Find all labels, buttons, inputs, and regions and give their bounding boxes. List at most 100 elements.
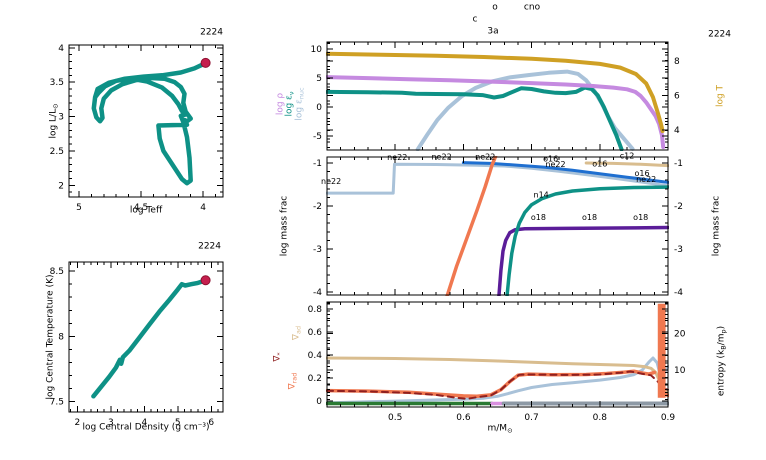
y-tick-label: 2.5 xyxy=(50,147,64,157)
y-tick-label: 0 xyxy=(316,397,322,407)
gradient_profile-axes: 0.5 0.6 0.7 0.8 0.9 0.8 0.6 0.4 0.2 0 20 10 xyxy=(308,301,686,423)
isotope-label: ne22 xyxy=(545,160,565,169)
x-tick-label: 4 xyxy=(200,203,206,213)
gradient_profile xyxy=(326,303,669,406)
hr-track xyxy=(91,60,208,186)
isotope-label: o18 xyxy=(633,213,648,222)
abund-yaxis-label-right: log mass frac xyxy=(711,195,722,257)
y-tick-label: 3 xyxy=(58,113,64,123)
log-rho xyxy=(326,75,666,150)
isotope-label: o18 xyxy=(531,213,546,222)
entropy-axis-label: entropy (kB/mp) xyxy=(716,325,728,397)
y-tick-label-right: -3 xyxy=(674,245,683,255)
right-tick-label: 6 xyxy=(674,92,680,102)
c12 xyxy=(584,161,669,168)
trho-track xyxy=(91,278,208,399)
isotope-label: n14 xyxy=(534,190,549,199)
x-tick-label: 0.7 xyxy=(524,413,538,423)
hr-model-number: 2224 xyxy=(200,27,223,38)
y-tick-label: 3.5 xyxy=(50,78,64,88)
isotope-label: ne22 xyxy=(321,177,341,186)
isotope-label: o16 xyxy=(543,155,558,164)
y-tick-label: 0.6 xyxy=(308,328,323,338)
power-epsnuc-label: log εnuc xyxy=(294,87,306,121)
y-tick-label: -3 xyxy=(313,245,322,255)
he4 xyxy=(445,156,498,296)
current-model-marker xyxy=(200,57,211,68)
isotope-label: o18 xyxy=(582,213,597,222)
y-tick-label-right: -4 xyxy=(674,288,683,298)
o18 xyxy=(497,225,669,296)
power-logT-label: log T xyxy=(715,84,726,108)
ne22 xyxy=(326,162,669,195)
grad-star-label: ∇* xyxy=(272,352,284,362)
log-eps-nu xyxy=(326,85,624,151)
hr-xaxis-label: log Teff xyxy=(129,205,163,216)
trho-yaxis-label: log Central Temperature (K) xyxy=(45,274,56,400)
log-T xyxy=(326,51,665,133)
right-tick-label: 10 xyxy=(674,366,686,376)
burn-label-3a: 3a xyxy=(487,26,499,37)
y-tick-label: -1 xyxy=(313,159,322,169)
grad-ad-label: ∇ad xyxy=(291,325,303,341)
y-tick-label: 8.5 xyxy=(50,267,64,277)
power_profile-axes: 10 5 0 -5 8 6 4 xyxy=(311,41,680,151)
central_trho xyxy=(91,278,208,399)
y-tick-label: -2 xyxy=(313,202,322,212)
y-tick-label-right: -2 xyxy=(674,202,683,212)
grad-star xyxy=(326,370,669,400)
right-tick-label: 8 xyxy=(674,57,680,67)
y-tick-label: 10 xyxy=(311,45,323,55)
x-tick-label: 6 xyxy=(208,418,214,428)
x-tick-label: 5 xyxy=(76,203,82,213)
x-tick-label: 0.8 xyxy=(593,413,608,423)
grad-rad-spike xyxy=(657,303,666,398)
isotope-label: o16 xyxy=(592,159,607,168)
isotope-label: ne22 xyxy=(475,153,495,162)
x-tick-label: 2 xyxy=(75,418,81,428)
n14 xyxy=(505,185,669,296)
abundance_profile-axes: -1 -2 -3 -4 -1 -2 -3 -4 xyxy=(313,156,683,298)
hr_diagram-axes: 5 4.5 4 2 2.5 3 3.5 4 xyxy=(50,44,224,213)
isotope-label: c12 xyxy=(620,152,635,161)
x-tick-label: 3 xyxy=(108,418,114,428)
abundance_profile xyxy=(326,156,669,296)
y-tick-label: -5 xyxy=(313,132,322,142)
central_trho-axes: 2 3 4 5 6 7.5 8 8.5 xyxy=(50,261,224,428)
grid-model-number: 2224 xyxy=(708,29,731,40)
o16 xyxy=(461,161,669,184)
y-tick-label: 0.8 xyxy=(308,305,323,315)
power_profile xyxy=(326,51,666,151)
burn-label-cno: cno xyxy=(523,2,541,13)
x-tick-label: 4.5 xyxy=(134,203,148,213)
burn-label-c: c xyxy=(472,14,478,25)
y-tick-label: 0.4 xyxy=(308,351,323,361)
grad-ad xyxy=(326,356,669,395)
y-tick-label: 4 xyxy=(58,44,64,54)
y-tick-label: 8 xyxy=(58,332,64,342)
x-tick-label: 0.6 xyxy=(456,413,471,423)
y-tick-label: 5 xyxy=(316,74,322,84)
grad-rad-label: ∇rad xyxy=(287,372,299,390)
right-tick-label: 20 xyxy=(674,329,686,339)
y-tick-label: 7.5 xyxy=(50,398,64,408)
x-tick-label: 0.9 xyxy=(661,413,676,423)
hr_diagram xyxy=(91,60,208,186)
isotope-label: ne22 xyxy=(387,153,407,162)
isotope-label: ne22 xyxy=(431,153,451,162)
x-tick-label: 5 xyxy=(175,418,181,428)
y-tick-label: 0.2 xyxy=(308,374,322,384)
y-tick-label: 0 xyxy=(316,103,322,113)
right-tick-label: 4 xyxy=(674,126,680,136)
trho-model-number: 2224 xyxy=(198,241,221,252)
shared-xaxis-label: m/M⊙ xyxy=(487,423,513,435)
y-tick-label-right: -1 xyxy=(674,159,683,169)
y-tick-label: 2 xyxy=(58,181,64,191)
x-tick-label: 0.5 xyxy=(388,413,402,423)
isotope-label: ne22 xyxy=(636,175,656,184)
current-model-marker xyxy=(200,275,211,286)
trho-xaxis-label: log Central Density (g cm⁻³) xyxy=(82,422,210,433)
y-tick-label: -4 xyxy=(313,288,322,298)
